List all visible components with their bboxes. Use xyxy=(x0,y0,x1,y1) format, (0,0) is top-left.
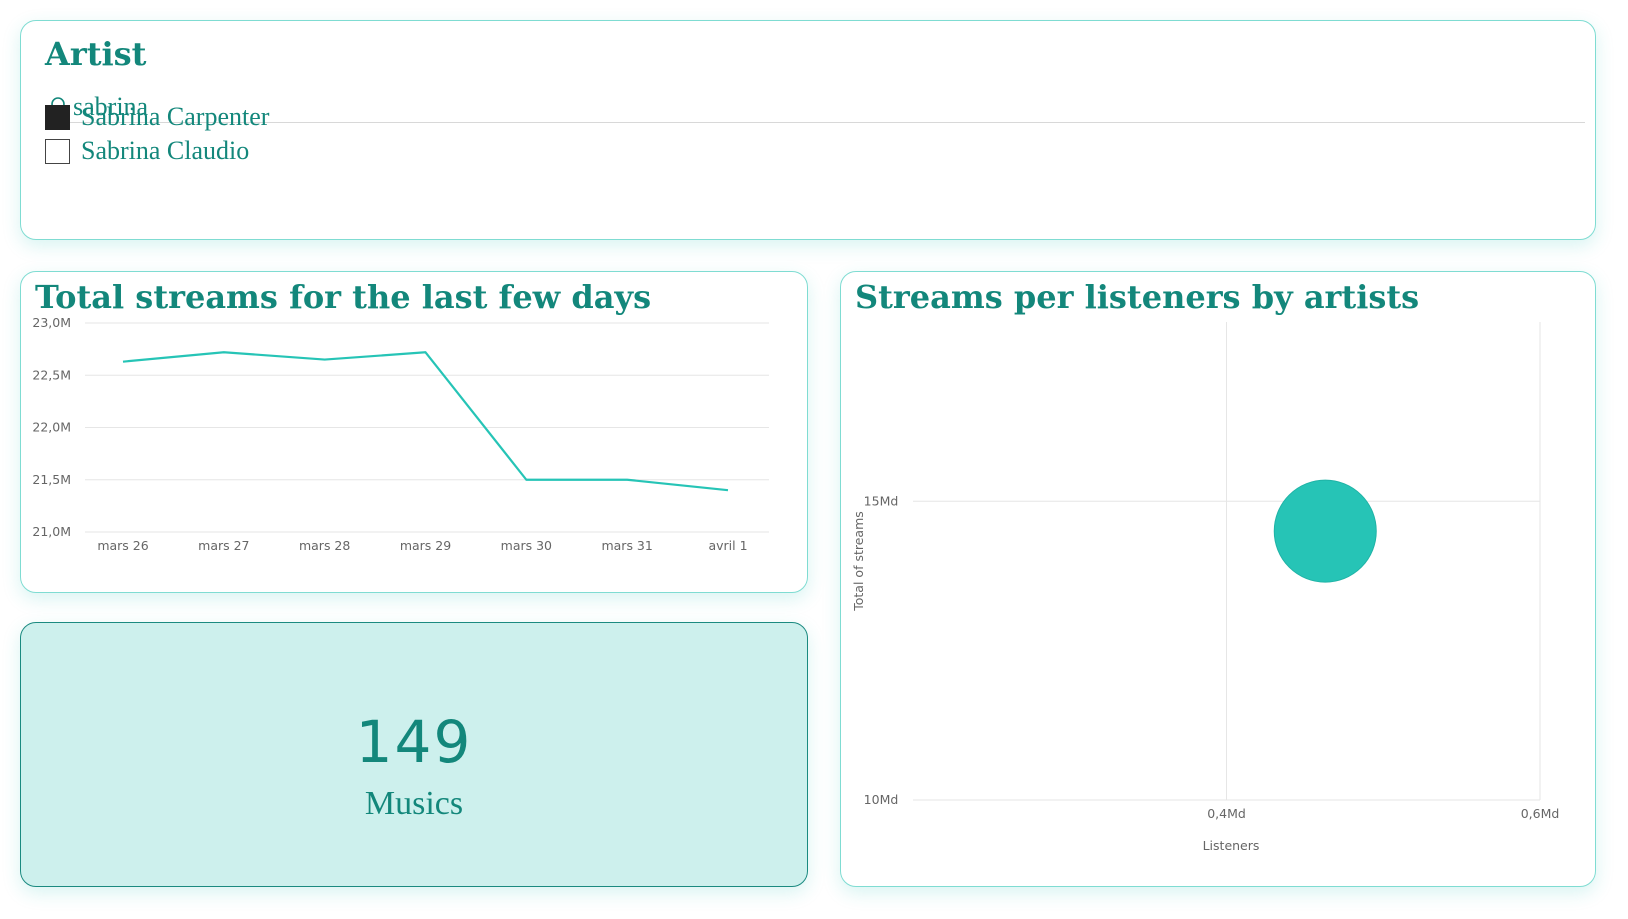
y-tick-label: 21,0M xyxy=(32,524,71,539)
x-axis-label: Listeners xyxy=(1203,838,1260,853)
artist-option[interactable]: Sabrina Claudio xyxy=(45,135,249,167)
option-checkbox[interactable] xyxy=(45,138,70,164)
option-label: Sabrina Carpenter xyxy=(81,102,270,131)
x-tick-label: mars 26 xyxy=(97,538,148,553)
line-chart-title: Total streams for the last few days xyxy=(35,278,652,316)
x-tick-label: mars 28 xyxy=(299,538,350,553)
search-input[interactable] xyxy=(73,91,673,122)
x-tick-label: 0,6Md xyxy=(1521,806,1560,821)
artist-slicer: Artist Sabrina Carpenter Sabrina Claudio xyxy=(20,20,1596,240)
y-tick-label: 22,0M xyxy=(32,420,71,435)
kpi-value: 149 xyxy=(355,708,473,776)
y-tick-label: 21,5M xyxy=(32,472,71,487)
kpi-card: 149 Musics xyxy=(20,622,808,887)
bubble-chart-card: Streams per listeners by artists 0,4Md 0,… xyxy=(840,271,1596,887)
x-tick-label: avril 1 xyxy=(708,538,747,553)
x-tick-label: mars 31 xyxy=(601,538,652,553)
x-tick-label: mars 30 xyxy=(501,538,552,553)
y-tick-label: 10Md xyxy=(864,792,899,807)
slicer-title: Artist xyxy=(45,35,147,73)
y-tick-label: 15Md xyxy=(864,493,899,508)
search-row xyxy=(45,91,1585,123)
bubble-chart-title: Streams per listeners by artists xyxy=(855,278,1420,316)
x-tick-label: 0,4Md xyxy=(1207,806,1246,821)
y-tick-label: 22,5M xyxy=(32,367,71,382)
artist-option[interactable]: Sabrina Carpenter xyxy=(45,101,269,133)
series-line xyxy=(122,351,729,492)
y-axis-label: Total of streams xyxy=(851,511,866,612)
line-chart: 21,0M 21,5M 22,0M 22,5M 23,0M mars 26 mars 27 m… xyxy=(32,315,769,553)
x-tick-label: mars 27 xyxy=(198,538,249,553)
x-tick-label: mars 29 xyxy=(400,538,451,553)
bubble xyxy=(1273,479,1377,583)
kpi-label: Musics xyxy=(364,785,464,822)
bubble-chart: 0,4Md 0,6Md 10Md 15Md Listeners Total of stre… xyxy=(851,322,1560,853)
line-chart-card: Total streams for the last few days 21,0… xyxy=(20,271,808,593)
option-checkbox[interactable] xyxy=(45,104,70,130)
y-tick-label: 23,0M xyxy=(32,315,71,330)
option-label: Sabrina Claudio xyxy=(81,136,250,165)
